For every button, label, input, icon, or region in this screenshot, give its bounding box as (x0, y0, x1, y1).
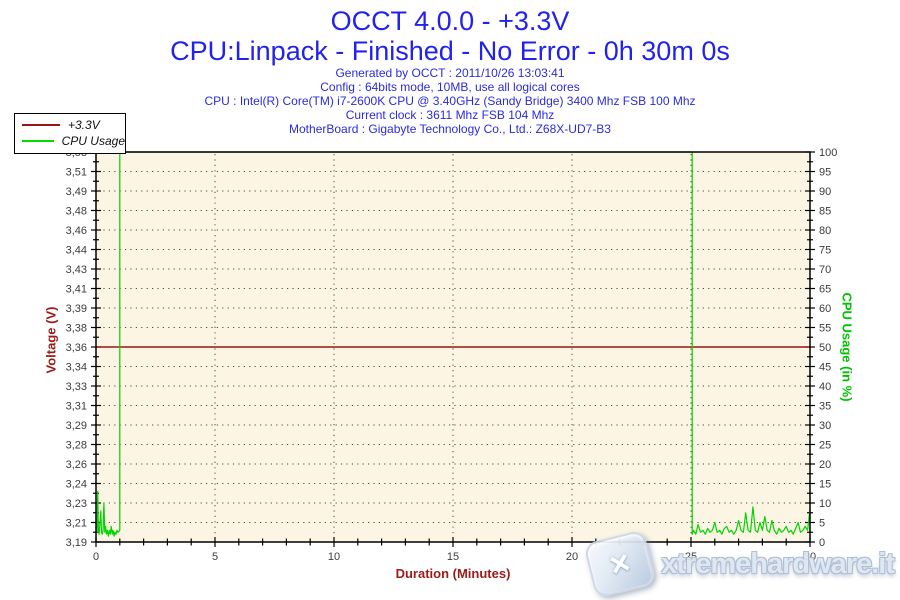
x-tick-label: 10 (328, 551, 340, 563)
right-tick-label: 15 (819, 479, 831, 491)
left-tick-label: 3,49 (66, 186, 87, 198)
left-tick-label: 3,38 (66, 323, 87, 335)
x-tick-label: 20 (566, 551, 578, 563)
left-tick-label: 3,28 (66, 440, 87, 452)
x-tick-label: 5 (212, 551, 218, 563)
x-tick-label: 0 (93, 551, 99, 563)
left-tick-label: 3,19 (66, 537, 87, 549)
legend-box: +3.3V CPU Usage (14, 113, 126, 154)
left-tick-label: 3,51 (66, 167, 87, 179)
left-tick-label: 3,34 (66, 362, 87, 374)
cpu-usage-line-swatch (22, 140, 54, 142)
right-tick-label: 90 (819, 186, 831, 198)
right-tick-label: 65 (819, 284, 831, 296)
legend-label-voltage: +3.3V (68, 118, 100, 132)
info-line-motherboard: MotherBoard : Gigabyte Technology Co., L… (289, 122, 611, 136)
left-tick-label: 3,23 (66, 498, 87, 510)
right-tick-label: 85 (819, 206, 831, 218)
right-tick-label: 45 (819, 362, 831, 374)
legend-label-cpu-usage: CPU Usage (61, 134, 125, 148)
legend-item-cpu-usage: CPU Usage (15, 133, 125, 149)
right-tick-label: 30 (819, 420, 831, 432)
left-tick-label: 3,39 (66, 303, 87, 315)
page-title: OCCT 4.0.0 - +3.3V (330, 6, 570, 36)
left-tick-label: 3,33 (66, 381, 87, 393)
right-tick-label: 25 (819, 440, 831, 452)
left-tick-label: 3,43 (66, 264, 87, 276)
right-tick-label: 75 (819, 245, 831, 257)
info-line-config: Config : 64bits mode, 10MB, use all logi… (320, 80, 580, 94)
voltage-line-swatch (22, 124, 60, 126)
left-tick-label: 3,26 (66, 459, 87, 471)
right-tick-label: 80 (819, 225, 831, 237)
legend-item-voltage: +3.3V (15, 117, 125, 133)
left-tick-label: 3,44 (66, 245, 87, 257)
info-line-clock: Current clock : 3611 Mhz FSB 104 Mhz (345, 108, 555, 122)
left-axis-title: Voltage (V) (43, 306, 59, 374)
right-tick-label: 55 (819, 323, 831, 335)
right-tick-label: 95 (819, 167, 831, 179)
left-tick-label: 3,24 (66, 479, 87, 491)
right-tick-label: 5 (819, 518, 825, 530)
right-tick-label: 40 (819, 381, 831, 393)
left-tick-label: 3,21 (66, 518, 87, 530)
right-tick-label: 60 (819, 303, 831, 315)
plot-border (95, 151, 811, 543)
right-tick-label: 20 (819, 459, 831, 471)
cpu-usage-trace (95, 151, 811, 537)
left-tick-label: 3,36 (66, 342, 87, 354)
info-line-generated: Generated by OCCT : 2011/10/26 13:03:41 (335, 66, 565, 80)
left-tick-label: 3,29 (66, 420, 87, 432)
right-tick-label: 50 (819, 342, 831, 354)
left-tick-label: 3,46 (66, 225, 87, 237)
right-axis-title: CPU Usage (in %) (839, 292, 855, 402)
x-axis-title: Duration (Minutes) (395, 566, 511, 581)
info-line-cpu: CPU : Intel(R) Core(TM) i7-2600K CPU @ 3… (204, 94, 696, 108)
left-tick-label: 3,41 (66, 284, 87, 296)
right-tick-label: 10 (819, 498, 831, 510)
left-tick-label: 3,48 (66, 206, 87, 218)
right-tick-label: 100 (819, 147, 837, 159)
right-tick-label: 35 (819, 401, 831, 413)
x-tick-label: 30 (804, 551, 816, 563)
x-tick-label: 25 (685, 551, 697, 563)
x-tick-label: 15 (447, 551, 459, 563)
page-subtitle: CPU:Linpack - Finished - No Error - 0h 3… (170, 36, 730, 66)
left-tick-label: 3,31 (66, 401, 87, 413)
right-tick-label: 0 (819, 537, 825, 549)
right-tick-label: 70 (819, 264, 831, 276)
